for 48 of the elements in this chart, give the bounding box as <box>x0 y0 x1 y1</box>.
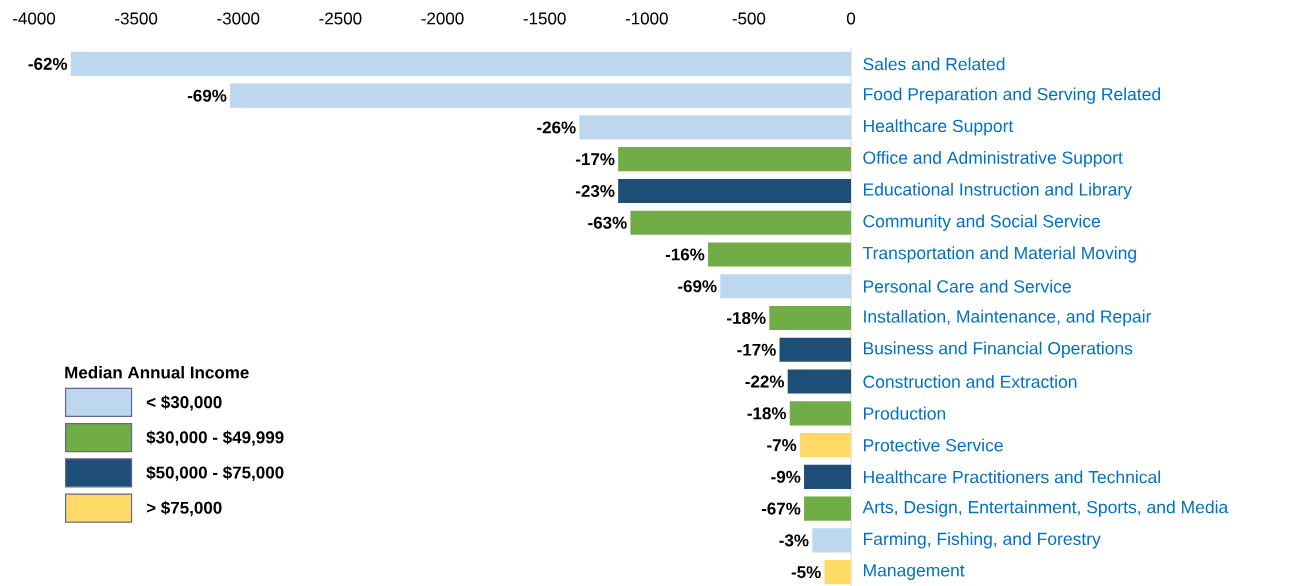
legend-label: $30,000 - $49,999 <box>146 430 284 446</box>
y-tick-label: Arts, Design, Entertainment, Sports, and Media <box>862 500 1229 517</box>
annotation: -22% <box>745 375 785 388</box>
y-tick-label: Installation, Maintenance, and Repair <box>864 309 1152 327</box>
y-tick-label: Community and Social Service <box>863 214 1101 231</box>
y-tick-label: Farming, Fishing, and Forestry <box>863 532 1101 549</box>
y-tick-label: Healthcare Practitioners and Technical <box>863 470 1160 484</box>
annotation: -17% <box>737 343 776 356</box>
annotation: -69% <box>678 280 717 293</box>
legend-label: > $75,000 <box>146 500 222 517</box>
y-tick-label: Sales and Related <box>863 57 1005 71</box>
y-tick-label: Transportation and Material Moving <box>862 246 1136 263</box>
annotation: -18% <box>747 407 787 420</box>
y-tick-label: Business and Financial Operations <box>863 341 1133 358</box>
x-tick-label: 0 <box>846 12 856 25</box>
annotation: -63% <box>588 216 627 229</box>
annotation: -69% <box>187 89 227 102</box>
y-tick-label: Protective Service <box>863 438 1003 452</box>
annotation: -62% <box>28 57 68 70</box>
y-tick-label: Food Preparation and Serving Related <box>863 87 1161 104</box>
legend-title: Median Annual Income <box>65 366 249 379</box>
y-tick-label: Healthcare Support <box>863 119 1014 136</box>
x-tick-label: -3500 <box>115 12 158 25</box>
annotation: -26% <box>537 121 576 134</box>
y-tick-label: Educational Instruction and Library <box>863 182 1132 200</box>
y-tick-label: Management <box>863 564 965 580</box>
x-tick-label: -500 <box>732 12 766 25</box>
x-tick-label: -1000 <box>625 12 668 25</box>
annotation: -17% <box>575 153 615 166</box>
y-tick-label: Personal Care and Service <box>863 279 1071 293</box>
annotation: -5% <box>791 566 821 579</box>
x-tick-label: -2500 <box>319 12 362 25</box>
annotation: -23% <box>575 184 615 197</box>
annotation: -7% <box>767 439 797 452</box>
y-tick-label: Office and Administrative Support <box>863 151 1123 168</box>
annotation: -9% <box>771 470 801 483</box>
y-tick-label: Construction and Extraction <box>863 375 1077 388</box>
x-tick-label: -1500 <box>523 12 566 25</box>
annotation: -67% <box>761 502 801 515</box>
x-tick-label: -3000 <box>217 12 260 25</box>
annotation: -3% <box>779 534 809 547</box>
x-tick-label: -4000 <box>13 12 56 25</box>
annotation: -16% <box>665 248 705 261</box>
x-tick-label: -2000 <box>421 12 464 25</box>
annotation: -18% <box>727 311 766 325</box>
y-tick-label: Production <box>863 406 946 420</box>
legend-label: $50,000 - $75,000 <box>146 465 284 482</box>
legend-label: < $30,000 <box>146 395 222 411</box>
